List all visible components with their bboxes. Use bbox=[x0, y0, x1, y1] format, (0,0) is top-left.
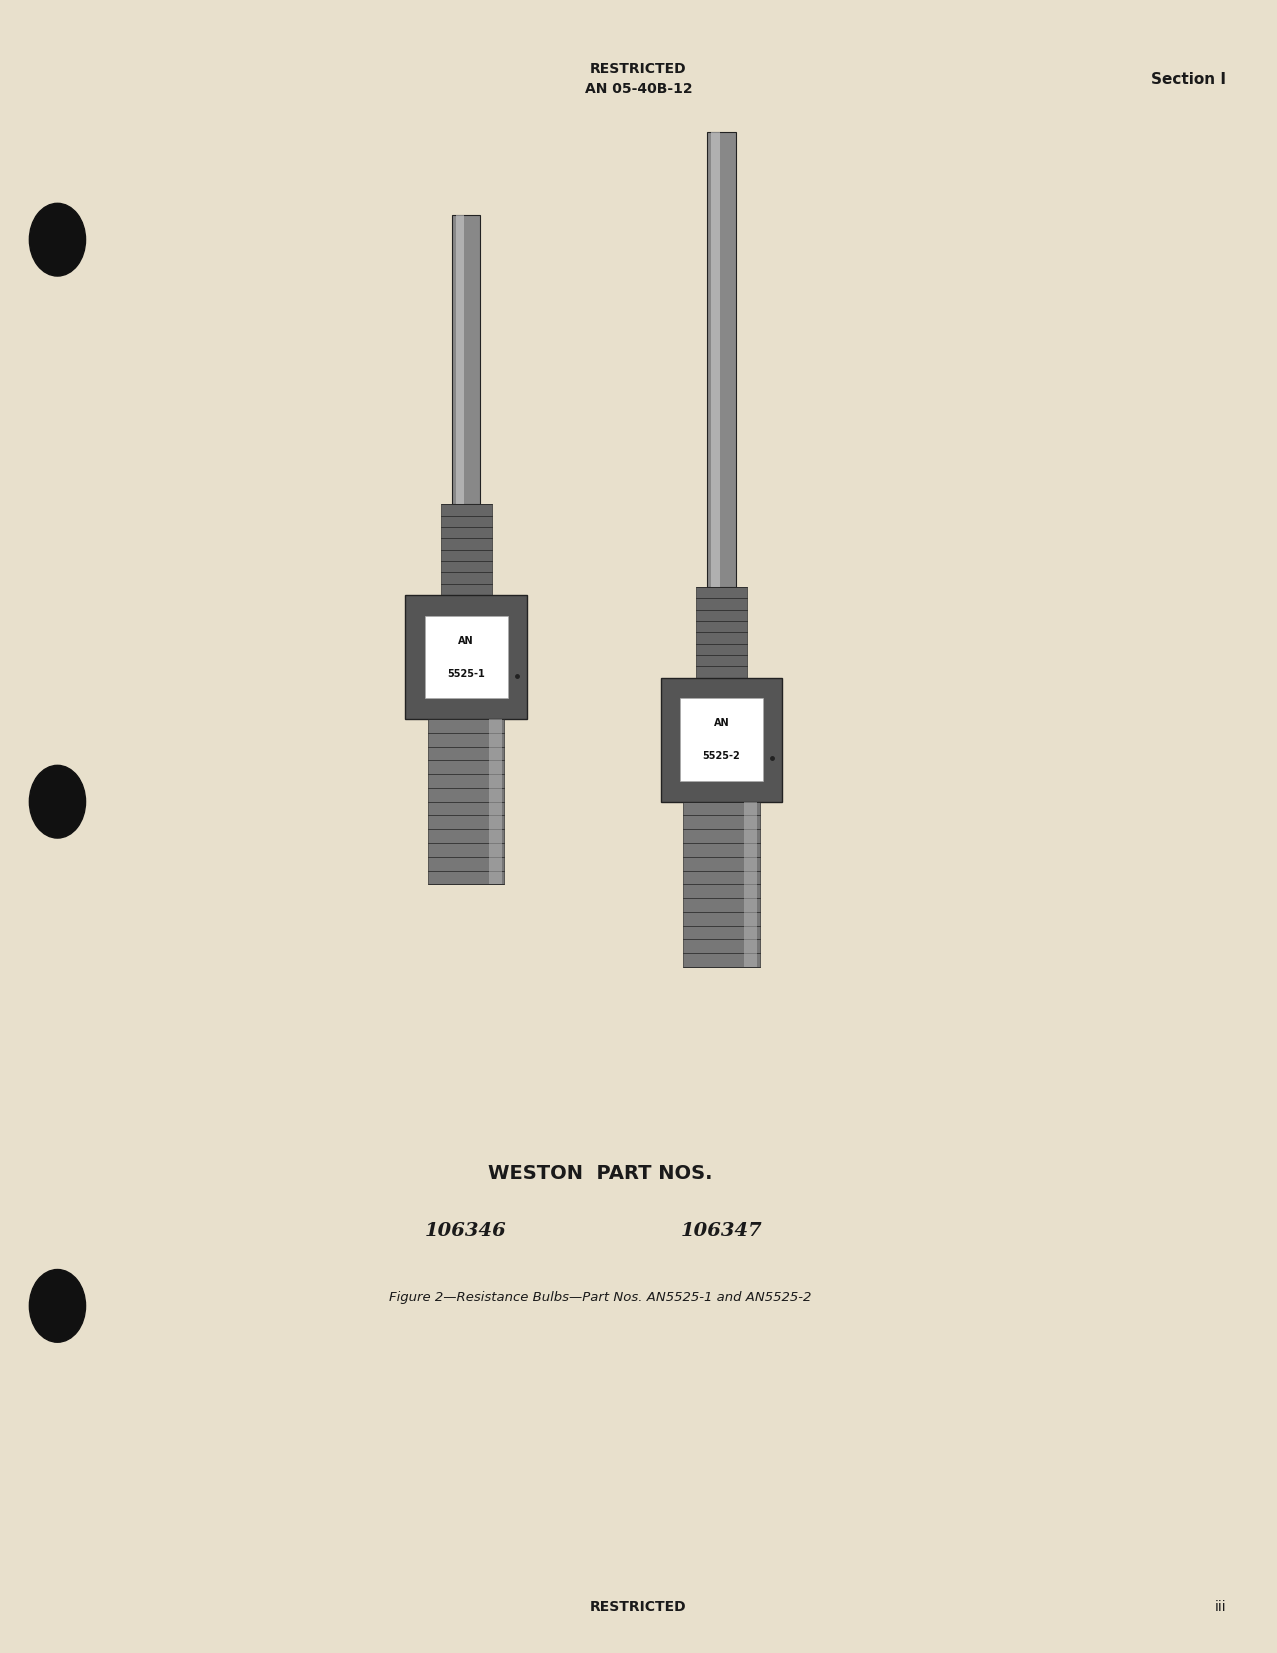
Bar bbox=[441, 504, 492, 595]
Text: AN 05-40B-12: AN 05-40B-12 bbox=[585, 83, 692, 96]
Bar bbox=[679, 698, 762, 782]
Bar bbox=[661, 678, 782, 802]
Bar bbox=[424, 615, 508, 699]
Text: AN: AN bbox=[714, 717, 729, 729]
Text: 5525-2: 5525-2 bbox=[702, 750, 741, 762]
Text: 106346: 106346 bbox=[425, 1223, 507, 1240]
Text: RESTRICTED: RESTRICTED bbox=[590, 1600, 687, 1613]
Text: RESTRICTED: RESTRICTED bbox=[590, 63, 687, 76]
Bar bbox=[456, 215, 465, 504]
Bar bbox=[489, 719, 502, 884]
Circle shape bbox=[29, 765, 86, 838]
Bar bbox=[406, 595, 526, 719]
Bar bbox=[711, 132, 720, 587]
Bar bbox=[744, 802, 757, 967]
Text: Section I: Section I bbox=[1151, 71, 1226, 88]
Text: 5525-1: 5525-1 bbox=[447, 668, 485, 679]
Bar bbox=[683, 802, 760, 967]
Text: 106347: 106347 bbox=[681, 1223, 762, 1240]
Bar bbox=[707, 132, 736, 587]
Bar bbox=[696, 587, 747, 678]
Bar bbox=[428, 719, 504, 884]
Text: AN: AN bbox=[458, 635, 474, 646]
Circle shape bbox=[29, 203, 86, 276]
Text: Figure 2—Resistance Bulbs—Part Nos. AN5525-1 and AN5525-2: Figure 2—Resistance Bulbs—Part Nos. AN55… bbox=[389, 1291, 811, 1304]
Bar bbox=[452, 215, 480, 504]
Text: iii: iii bbox=[1214, 1600, 1226, 1613]
Text: WESTON  PART NOS.: WESTON PART NOS. bbox=[488, 1164, 713, 1184]
Circle shape bbox=[29, 1270, 86, 1342]
